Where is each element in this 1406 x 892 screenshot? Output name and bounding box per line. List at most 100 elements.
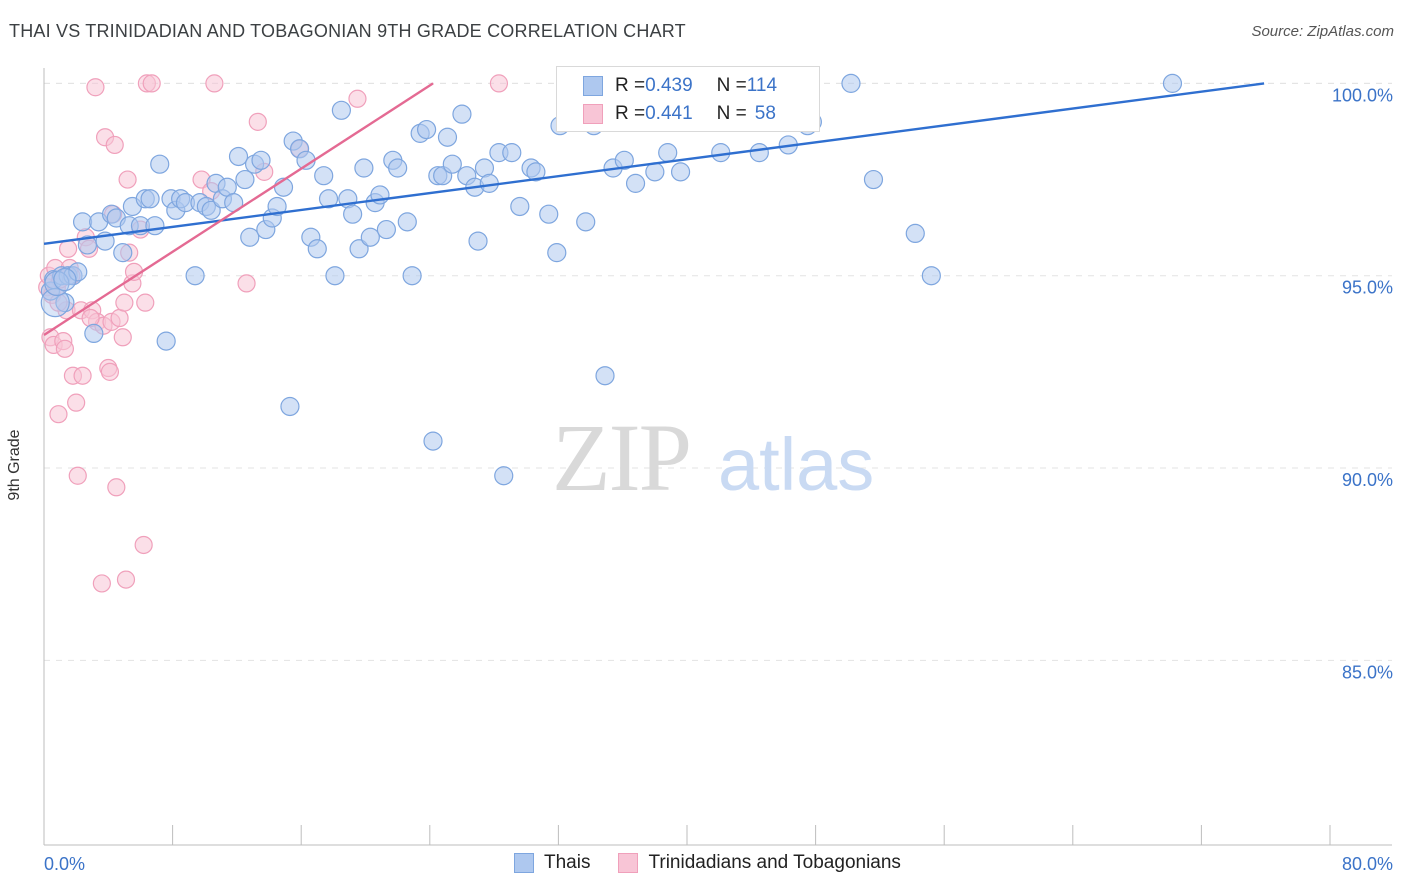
thais-point bbox=[625, 173, 646, 193]
trinidadians-point bbox=[134, 535, 153, 555]
thais-point bbox=[510, 196, 530, 217]
thais-point-large bbox=[40, 288, 70, 318]
thais-point-large bbox=[53, 267, 77, 292]
thais-point bbox=[388, 158, 408, 178]
x-tick-label: 0.0% bbox=[44, 854, 85, 874]
trinidadians-point bbox=[115, 293, 134, 312]
thais-point bbox=[711, 143, 731, 163]
legend-n-value: 58 bbox=[754, 103, 776, 124]
chart-title: THAI VS TRINIDADIAN AND TOBAGONIAN 9TH G… bbox=[9, 21, 686, 41]
thais-point bbox=[156, 331, 176, 351]
thais-point bbox=[841, 73, 861, 93]
series-legend: Thais Trinidadians and Tobagonians bbox=[514, 852, 929, 874]
thais-point bbox=[526, 162, 546, 182]
thais-point bbox=[280, 396, 300, 417]
thais-point bbox=[251, 150, 271, 170]
y-tick-label: 95.0% bbox=[1342, 278, 1393, 298]
trinidadians-point bbox=[67, 393, 86, 412]
thais-point bbox=[307, 239, 327, 259]
trinidadians-point bbox=[248, 112, 267, 131]
trinidadians-point bbox=[113, 328, 132, 347]
legend-item-thais[interactable]: Thais bbox=[514, 852, 590, 874]
trinidadians-point bbox=[489, 74, 509, 93]
legend-swatch-trinidadians bbox=[583, 104, 603, 124]
trinidadians-point bbox=[55, 339, 74, 358]
thais-point bbox=[749, 143, 769, 163]
trinidadians-point bbox=[100, 362, 120, 381]
trinidadians-point bbox=[105, 135, 124, 155]
thais-point bbox=[84, 323, 104, 344]
thais-point bbox=[614, 150, 634, 170]
thais-point bbox=[921, 266, 941, 286]
thais-point bbox=[150, 154, 170, 174]
x-tick-label: 80.0% bbox=[1342, 854, 1393, 874]
legend-n-label: N = bbox=[716, 75, 747, 96]
thais-point bbox=[55, 293, 75, 313]
legend-r-value: 0.439 bbox=[645, 75, 693, 96]
thais-point bbox=[397, 212, 417, 232]
series-thais-points bbox=[40, 73, 1183, 486]
trinidadians-point bbox=[348, 89, 367, 108]
thais-point bbox=[72, 212, 93, 232]
thais-point bbox=[547, 243, 567, 263]
trinidadians-point bbox=[92, 574, 111, 593]
thais-point bbox=[185, 266, 205, 286]
trinidadians-point bbox=[118, 170, 137, 189]
source-label: Source: ZipAtlas.com bbox=[1251, 23, 1394, 40]
stats-legend: R = 0.439 N = 114 R = 0.441 N = 58 bbox=[556, 66, 820, 132]
thais-point bbox=[905, 223, 925, 244]
thais-point bbox=[645, 162, 665, 182]
trinidadians-point bbox=[73, 366, 92, 385]
trinidadians-point bbox=[107, 478, 126, 497]
trinidadians-point bbox=[116, 570, 136, 589]
thais-point bbox=[658, 143, 678, 163]
thais-point bbox=[354, 158, 374, 178]
thais-point bbox=[442, 154, 462, 174]
y-tick-label: 100.0% bbox=[1332, 85, 1393, 105]
trinidadians-point bbox=[110, 308, 129, 328]
axes bbox=[43, 68, 1392, 846]
y-tick-label: 90.0% bbox=[1342, 470, 1393, 490]
y-axis-title: 9th Grade bbox=[6, 429, 23, 501]
trinidadians-point bbox=[86, 78, 105, 97]
legend-swatch-trinidadians bbox=[618, 853, 639, 873]
thais-point bbox=[423, 431, 443, 451]
y-tick-label: 85.0% bbox=[1342, 662, 1393, 682]
thais-point bbox=[145, 216, 165, 236]
thais-point bbox=[502, 143, 522, 163]
trinidadians-point bbox=[237, 274, 256, 293]
thais-point bbox=[235, 169, 255, 190]
trend-lines bbox=[43, 82, 1265, 336]
thais-trend-line bbox=[43, 82, 1265, 245]
thais-point bbox=[314, 166, 334, 186]
trinidadians-point bbox=[49, 405, 68, 424]
watermark-atlas: atlas bbox=[718, 423, 874, 506]
thais-point bbox=[539, 204, 559, 224]
thais-point bbox=[494, 466, 514, 486]
thais-point bbox=[437, 127, 458, 147]
thais-point bbox=[670, 162, 691, 182]
thais-point bbox=[468, 231, 488, 251]
legend-row-thais: R = 0.439 N = 114 bbox=[557, 72, 777, 100]
thais-point bbox=[201, 200, 221, 220]
thais-point bbox=[402, 266, 422, 286]
series-trinidadians-points bbox=[38, 74, 509, 593]
legend-r-value: 0.441 bbox=[645, 103, 693, 124]
thais-point bbox=[576, 212, 596, 232]
thais-point bbox=[331, 100, 351, 120]
trinidadians-point bbox=[136, 293, 155, 312]
trinidadians-point bbox=[68, 466, 87, 485]
thais-point bbox=[863, 169, 884, 190]
trinidadians-trend-line bbox=[43, 82, 434, 336]
legend-label-thais: Thais bbox=[544, 852, 591, 873]
thais-point bbox=[360, 227, 380, 247]
thais-point bbox=[595, 366, 615, 386]
trinidadians-point bbox=[81, 308, 100, 328]
legend-label-trinidadians: Trinidadians and Tobagonians bbox=[648, 852, 901, 873]
legend-item-trinidadians[interactable]: Trinidadians and Tobagonians bbox=[618, 852, 901, 874]
legend-r-label: R = bbox=[615, 103, 646, 124]
tick-labels: 85.0% 90.0% 95.0% 100.0% 0.0% 80.0% bbox=[44, 85, 1393, 874]
thais-point bbox=[343, 204, 363, 224]
grid-lines bbox=[44, 82, 1392, 661]
